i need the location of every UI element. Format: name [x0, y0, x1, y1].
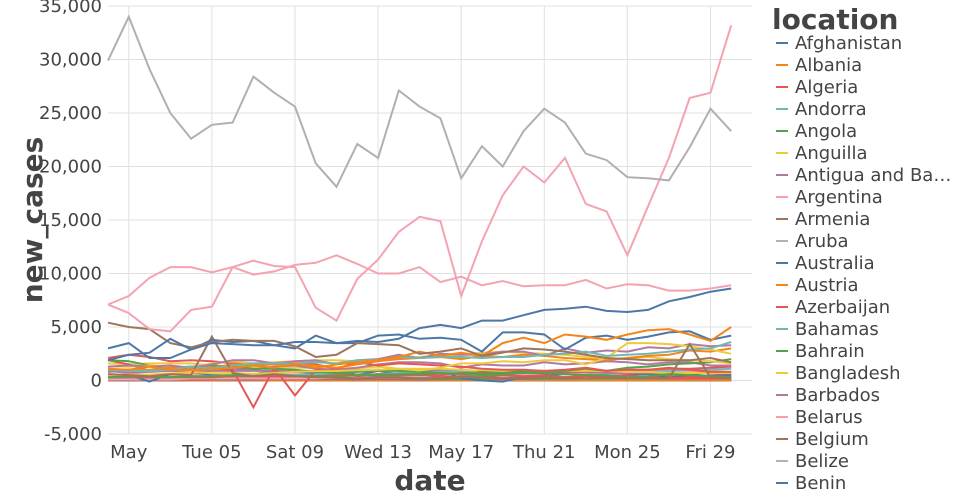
x-tick-label: Wed 13: [344, 442, 412, 463]
legend: location AfghanistanAlbaniaAlgeriaAndorr…: [772, 3, 951, 494]
y-tick-label: 0: [91, 371, 102, 392]
legend-item-label: Antigua and Ba…: [795, 165, 951, 186]
legend-item-label: Albania: [795, 55, 862, 76]
legend-item-label: Andorra: [795, 99, 867, 120]
legend-item-label: Argentina: [795, 187, 883, 208]
legend-item-label: Azerbaijan: [795, 297, 890, 318]
y-tick-label: 30,000: [39, 50, 102, 71]
y-axis-title: new_cases: [16, 137, 49, 304]
x-axis-title: date: [394, 464, 465, 497]
series-line-peru: [107, 330, 732, 359]
legend-item-label: Benin: [795, 473, 846, 494]
legend-item-label: Austria: [795, 275, 859, 296]
series-line-russia: [107, 254, 732, 306]
legend-item-label: Algeria: [795, 77, 858, 98]
x-tick-label: Fri 29: [685, 442, 735, 463]
legend-item-label: Barbados: [795, 385, 880, 406]
series-line-bangladesh: [107, 342, 732, 377]
legend-item-label: Angola: [795, 121, 857, 142]
series-line-india: [107, 287, 732, 362]
series-line-qatar: [107, 360, 732, 375]
legend-item-label: Afghanistan: [795, 33, 902, 54]
legend-item-label: Bangladesh: [795, 363, 901, 384]
legend-item-label: Belarus: [795, 407, 863, 428]
series-lines: [107, 14, 733, 410]
x-tick-label: May 17: [428, 442, 494, 463]
series-line-south-africa: [107, 358, 732, 379]
x-tick-label: Sat 09: [266, 442, 324, 463]
legend-item-label: Aruba: [795, 231, 849, 252]
y-axis-ticks: -5,000 0 5,000 10,000 15,000 20,000 25,000 30,0…: [39, 0, 102, 445]
legend-title: location: [772, 3, 898, 36]
x-axis-ticks: May Tue 05 Sat 09 Wed 13 May 17 Thu 21 Mon 25 F…: [110, 442, 735, 463]
legend-item-label: Belize: [795, 451, 849, 472]
legend-item-label: Armenia: [795, 209, 870, 230]
series-line-belgium: [107, 334, 732, 380]
y-tick-label: 5,000: [50, 317, 102, 338]
y-tick-label: 10,000: [39, 264, 102, 285]
series-line-united-kingdom: [107, 321, 732, 364]
y-tick-label: -5,000: [44, 424, 102, 445]
y-tick-label: 20,000: [39, 157, 102, 178]
series-line-italy: [107, 359, 732, 379]
x-tick-label: May: [110, 442, 148, 463]
x-tick-label: Tue 05: [181, 442, 241, 463]
series-line-chile: [107, 326, 732, 372]
legend-items: AfghanistanAlbaniaAlgeriaAndorraAngolaAn…: [776, 33, 951, 494]
legend-item-label: Bahamas: [795, 319, 879, 340]
series-line-turkey: [107, 353, 732, 373]
legend-item-label: Australia: [795, 253, 875, 274]
series-line-pakistan: [107, 341, 732, 372]
legend-item-label: Belgium: [795, 429, 869, 450]
y-tick-label: 35,000: [39, 0, 102, 17]
x-tick-label: Thu 21: [512, 442, 575, 463]
x-tick-label: Mon 25: [594, 442, 661, 463]
y-tick-label: 25,000: [39, 103, 102, 124]
legend-item-label: Bahrain: [795, 341, 865, 362]
series-line-united-states: [107, 14, 732, 189]
y-tick-label: 15,000: [39, 210, 102, 231]
series-line-brazil: [107, 25, 733, 333]
legend-item-label: Anguilla: [795, 143, 868, 164]
